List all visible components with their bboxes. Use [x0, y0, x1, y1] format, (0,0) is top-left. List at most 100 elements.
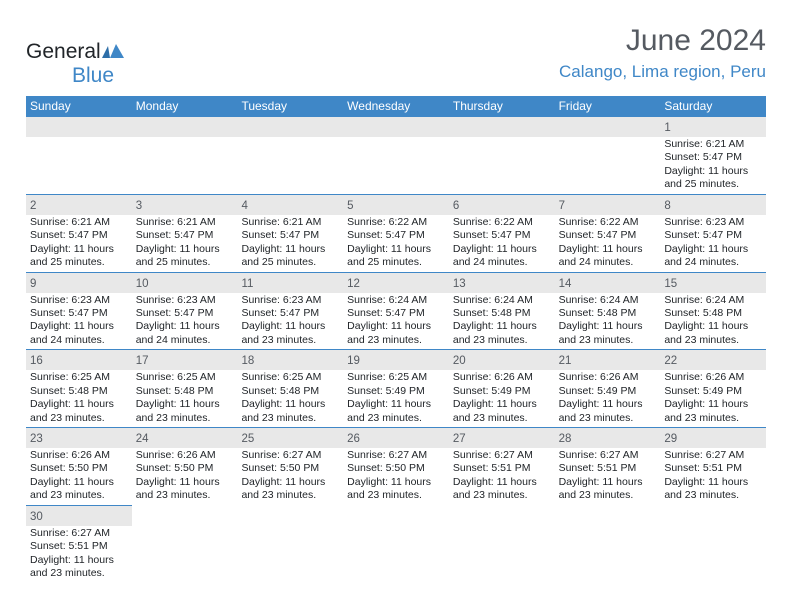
day-cell [343, 117, 449, 194]
day-cell: 25Sunrise: 6:27 AMSunset: 5:50 PMDayligh… [237, 427, 343, 505]
day-cell: 3Sunrise: 6:21 AMSunset: 5:47 PMDaylight… [132, 194, 238, 272]
day-cell: 18 Sunrise: 6:25 AMSunset: 5:48 PMDayligh… [237, 349, 343, 427]
day-number-band [237, 505, 343, 525]
day-number: 16 [30, 355, 43, 367]
day-info: Sunrise: 6:27 AMSunset: 5:50 PMDaylight:… [237, 448, 343, 505]
day-info: Sunrise: 6:27 AMSunset: 5:51 PMDaylight:… [26, 526, 132, 583]
day-number: 26 [347, 433, 360, 445]
day-cell: 16 Sunrise: 6:25 AMSunset: 5:48 PMDayligh… [26, 349, 132, 427]
day-header-cell: Saturday [660, 96, 766, 117]
day-info: Sunrise: 6:22 AMSunset: 5:47 PMDaylight:… [449, 215, 555, 272]
day-number-band [237, 117, 343, 137]
day-cell: 24 Sunrise: 6:26 AMSunset: 5:50 PMDayligh… [132, 427, 238, 505]
day-number: 30 [30, 511, 43, 523]
day-cell [237, 505, 343, 583]
day-cell: 9Sunrise: 6:23 AMSunset: 5:47 PMDaylight… [26, 272, 132, 350]
day-number: 22 [664, 355, 677, 367]
day-cell [555, 505, 661, 583]
day-cell: 28 Sunrise: 6:27 AMSunset: 5:51 PMDayligh… [555, 427, 661, 505]
day-number-band: 2 [26, 195, 132, 215]
calendar: SundayMondayTuesdayWednesdayThursdayFrid… [26, 96, 766, 583]
day-number-band [449, 505, 555, 525]
day-info: Sunrise: 6:24 AMSunset: 5:48 PMDaylight:… [449, 293, 555, 350]
day-number: 3 [136, 200, 142, 212]
day-number: 6 [453, 200, 459, 212]
logo-part2: Blue [72, 64, 114, 87]
day-number: 28 [559, 433, 572, 445]
day-info: Sunrise: 6:24 AMSunset: 5:48 PMDaylight:… [555, 293, 661, 350]
day-info: Sunrise: 6:22 AMSunset: 5:47 PMDaylight:… [343, 215, 449, 272]
day-header-row: SundayMondayTuesdayWednesdayThursdayFrid… [26, 96, 766, 117]
logo-text: GeneralBlue [26, 40, 124, 88]
day-number-band: 28 [555, 428, 661, 448]
day-info: Sunrise: 6:21 AMSunset: 5:47 PMDaylight:… [26, 215, 132, 272]
day-info: Sunrise: 6:27 AMSunset: 5:50 PMDaylight:… [343, 448, 449, 505]
day-number: 18 [241, 355, 254, 367]
day-number-band [343, 505, 449, 525]
day-number: 9 [30, 278, 36, 290]
header: GeneralBlue June 2024 Calango, Lima regi… [26, 24, 766, 88]
day-info: Sunrise: 6:21 AMSunset: 5:47 PMDaylight:… [237, 215, 343, 272]
day-info: Sunrise: 6:27 AMSunset: 5:51 PMDaylight:… [555, 448, 661, 505]
day-info: Sunrise: 6:25 AMSunset: 5:48 PMDaylight:… [237, 370, 343, 427]
week-row: 23Sunrise: 6:26 AMSunset: 5:50 PMDayligh… [26, 427, 766, 505]
day-number-band: 18 [237, 350, 343, 370]
day-number: 13 [453, 278, 466, 290]
day-cell: 15Sunrise: 6:24 AMSunset: 5:48 PMDayligh… [660, 272, 766, 350]
day-info: Sunrise: 6:26 AMSunset: 5:50 PMDaylight:… [132, 448, 238, 505]
day-cell: 14 Sunrise: 6:24 AMSunset: 5:48 PMDayligh… [555, 272, 661, 350]
day-number-band [343, 117, 449, 137]
day-number: 15 [664, 278, 677, 290]
day-cell [26, 117, 132, 194]
day-cell: 4Sunrise: 6:21 AMSunset: 5:47 PMDaylight… [237, 194, 343, 272]
day-cell: 1Sunrise: 6:21 AMSunset: 5:47 PMDaylight… [660, 117, 766, 194]
day-cell: 5 Sunrise: 6:22 AMSunset: 5:47 PMDaylight… [343, 194, 449, 272]
day-cell: 12Sunrise: 6:24 AMSunset: 5:47 PMDayligh… [343, 272, 449, 350]
day-number: 5 [347, 200, 353, 212]
day-number-band: 21 [555, 350, 661, 370]
day-cell: 13 Sunrise: 6:24 AMSunset: 5:48 PMDayligh… [449, 272, 555, 350]
day-number-band: 8 [660, 195, 766, 215]
day-number: 20 [453, 355, 466, 367]
day-number-band: 14 [555, 273, 661, 293]
logo: GeneralBlue [26, 40, 124, 88]
day-header-cell: Sunday [26, 96, 132, 117]
day-cell: 30 Sunrise: 6:27 AMSunset: 5:51 PMDayligh… [26, 505, 132, 583]
day-number-band: 19 [343, 350, 449, 370]
day-cell: 8Sunrise: 6:23 AMSunset: 5:47 PMDaylight… [660, 194, 766, 272]
day-number-band: 24 [132, 428, 238, 448]
day-number: 2 [30, 200, 36, 212]
day-cell: 21Sunrise: 6:26 AMSunset: 5:49 PMDayligh… [555, 349, 661, 427]
day-info: Sunrise: 6:22 AMSunset: 5:47 PMDaylight:… [555, 215, 661, 272]
day-number: 10 [136, 278, 149, 290]
day-number-band: 3 [132, 195, 238, 215]
day-header-cell: Monday [132, 96, 238, 117]
day-number-band: 7 [555, 195, 661, 215]
day-cell: 2 Sunrise: 6:21 AMSunset: 5:47 PMDaylight… [26, 194, 132, 272]
day-info: Sunrise: 6:27 AMSunset: 5:51 PMDaylight:… [449, 448, 555, 505]
week-row: 2 Sunrise: 6:21 AMSunset: 5:47 PMDaylight… [26, 194, 766, 272]
day-info: Sunrise: 6:25 AMSunset: 5:48 PMDaylight:… [26, 370, 132, 427]
day-number: 14 [559, 278, 572, 290]
location: Calango, Lima region, Peru [559, 62, 766, 82]
day-cell [237, 117, 343, 194]
day-info: Sunrise: 6:26 AMSunset: 5:49 PMDaylight:… [555, 370, 661, 427]
day-cell: 26 Sunrise: 6:27 AMSunset: 5:50 PMDayligh… [343, 427, 449, 505]
day-number: 19 [347, 355, 360, 367]
day-cell: 22Sunrise: 6:26 AMSunset: 5:49 PMDayligh… [660, 349, 766, 427]
day-number-band: 26 [343, 428, 449, 448]
day-number-band [132, 117, 238, 137]
day-info: Sunrise: 6:25 AMSunset: 5:49 PMDaylight:… [343, 370, 449, 427]
day-number-band: 13 [449, 273, 555, 293]
day-number: 24 [136, 433, 149, 445]
day-number-band: 6 [449, 195, 555, 215]
day-number-band [555, 505, 661, 525]
day-number: 27 [453, 433, 466, 445]
day-cell: 27 Sunrise: 6:27 AMSunset: 5:51 PMDayligh… [449, 427, 555, 505]
day-number-band: 29 [660, 428, 766, 448]
month-title: June 2024 [559, 24, 766, 58]
day-number-band: 25 [237, 428, 343, 448]
day-number-band: 17 [132, 350, 238, 370]
day-number: 7 [559, 200, 565, 212]
day-cell [449, 117, 555, 194]
